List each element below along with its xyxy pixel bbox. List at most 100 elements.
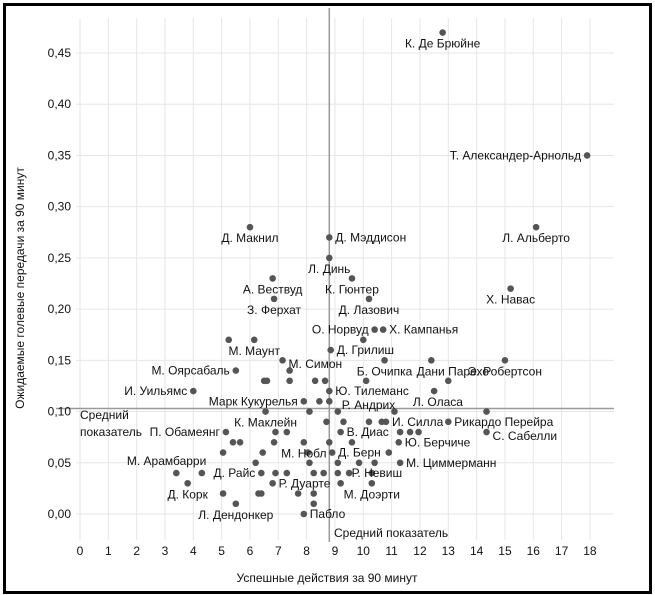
data-point: [371, 459, 378, 467]
point-label: М. Доэрти: [344, 487, 400, 501]
data-point: [219, 490, 227, 497]
point-label: М. Оярсабаль: [151, 364, 229, 378]
data-point: [269, 275, 276, 282]
data-point: [348, 438, 356, 446]
data-point: [300, 510, 308, 518]
point-label: Марк Кукурелья: [209, 394, 298, 408]
mean-y-label-line1: Средний: [80, 408, 129, 422]
x-axis-title: Успешные действия за 90 минут: [237, 571, 418, 585]
data-point: [507, 285, 514, 292]
data-point: [381, 357, 388, 364]
point-label: К. Маклейн: [234, 416, 297, 430]
data-point: [396, 428, 404, 436]
data-point: [283, 428, 291, 436]
point-label: Ю. Тилеманс: [335, 384, 409, 398]
data-point: [371, 326, 378, 333]
data-point: [190, 387, 197, 395]
x-tick-label: 5: [218, 544, 225, 558]
data-point: [326, 387, 333, 395]
data-point: [258, 490, 265, 497]
point-label: Э. Робертсон: [468, 364, 542, 378]
data-point: [368, 479, 376, 487]
data-point: [427, 357, 435, 364]
point-label: Д. Лазович: [339, 303, 400, 317]
y-tick-label: 0,00: [48, 507, 72, 521]
points: [173, 29, 591, 518]
point-label: Х. Кампанья: [389, 323, 458, 337]
data-point: [365, 295, 373, 303]
data-point: [483, 408, 490, 415]
point-label: К. Де Брюйне: [405, 37, 481, 51]
point-label: Д. Корк: [167, 487, 208, 501]
chart-frame: [3, 3, 652, 594]
data-point: [304, 449, 312, 456]
data-point: [272, 469, 279, 477]
point-label: З. Ферхат: [247, 303, 302, 317]
data-point: [348, 275, 356, 282]
y-tick-label: 0,30: [48, 200, 72, 214]
x-tick-label: 17: [555, 544, 569, 558]
data-point: [365, 418, 373, 426]
mean-x-label: Средний показатель: [334, 526, 448, 540]
data-point: [310, 490, 318, 497]
data-point: [328, 449, 336, 456]
data-point: [279, 357, 286, 364]
data-point: [270, 438, 278, 446]
point-label: Х. Навас: [486, 293, 535, 307]
data-point: [258, 469, 265, 477]
point-label: Л. Оласа: [413, 395, 463, 409]
ticks: 0 1 2 3 4 5 6 7 8 9 10 11 12 13 14 15 16 17 180,000,050,10…: [48, 46, 597, 558]
point-label: С. Сабелли: [493, 429, 558, 443]
data-point: [396, 459, 404, 467]
data-point: [345, 469, 353, 477]
point-label: Л. Альберто: [502, 231, 570, 245]
data-point: [368, 469, 376, 477]
data-point: [334, 408, 342, 415]
data-point: [379, 326, 387, 333]
data-point: [326, 254, 333, 262]
x-tick-label: 9: [332, 544, 339, 558]
data-point: [300, 398, 308, 405]
point-label: Л. Динь: [308, 262, 350, 276]
data-point: [501, 357, 509, 364]
data-point: [184, 479, 191, 487]
x-tick-label: 1: [105, 544, 112, 558]
point-label: Т. Александер-Арнольд: [450, 148, 581, 162]
data-point: [270, 295, 278, 303]
data-point: [306, 408, 313, 415]
data-point: [439, 29, 446, 36]
data-point: [222, 428, 230, 436]
data-point: [306, 459, 313, 467]
y-tick-label: 0,35: [48, 148, 72, 162]
data-point: [323, 418, 330, 426]
data-point: [406, 428, 414, 436]
data-point: [232, 500, 240, 508]
x-tick-label: 10: [357, 544, 371, 558]
data-point: [337, 479, 344, 487]
data-point: [444, 377, 452, 385]
data-point: [246, 223, 254, 231]
y-tick-label: 0,15: [48, 353, 72, 367]
y-tick-label: 0,05: [48, 456, 72, 470]
point-label: М. Симон: [289, 357, 343, 371]
x-tick-label: 11: [385, 544, 398, 558]
point-label: Пабло: [310, 507, 346, 521]
data-point: [391, 408, 398, 415]
point-label: Л. Дендонкер: [198, 508, 273, 522]
x-tick-label: 13: [442, 544, 456, 558]
data-point: [300, 438, 308, 446]
point-label: В. Диас: [347, 425, 389, 439]
point-label: К. Гюнтер: [325, 282, 379, 296]
x-tick-label: 12: [413, 544, 427, 558]
data-point: [415, 428, 422, 436]
data-point: [236, 438, 244, 446]
data-point: [337, 428, 344, 436]
data-point: [250, 336, 258, 344]
data-point: [483, 428, 490, 436]
data-point: [327, 346, 335, 354]
data-point: [286, 377, 293, 385]
point-label: Дани Парехо: [417, 364, 490, 378]
y-tick-label: 0,40: [48, 97, 72, 111]
data-point: [444, 418, 452, 426]
